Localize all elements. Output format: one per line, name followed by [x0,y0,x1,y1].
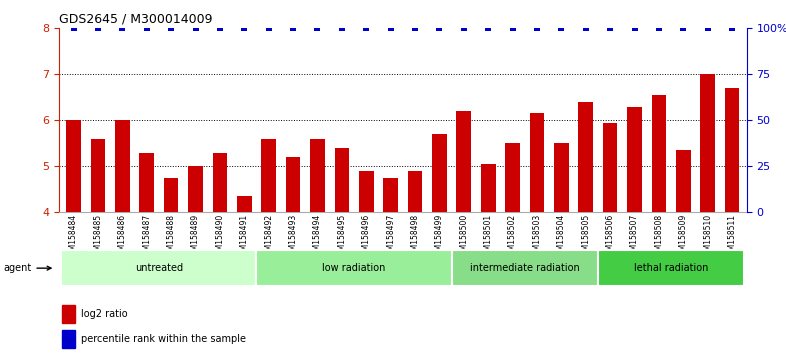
Point [457,25,470,31]
Point [141,25,153,31]
Bar [139,153,154,212]
Point [531,25,543,31]
Bar [384,178,398,212]
Bar [408,171,422,212]
Text: log2 ratio: log2 ratio [81,309,127,319]
Point [506,25,519,31]
Bar [359,171,373,212]
Bar [676,150,691,212]
Point [68,25,80,31]
Bar [452,250,598,286]
Text: GDS2645 / M300014009: GDS2645 / M300014009 [59,13,212,26]
Bar [627,107,642,212]
Bar [700,74,715,212]
Bar [90,139,105,212]
Bar [115,120,130,212]
Point [652,25,665,31]
Text: percentile rank within the sample: percentile rank within the sample [81,334,246,344]
Bar [61,250,256,286]
Point [555,25,567,31]
Bar [432,134,446,212]
Bar [62,330,75,348]
Point [604,25,616,31]
Bar [578,102,593,212]
Bar [66,120,81,212]
Point [238,25,251,31]
Bar [652,95,667,212]
Bar [212,153,227,212]
Bar [530,113,544,212]
Bar [237,196,252,212]
Bar [598,250,744,286]
Bar [554,143,568,212]
Point [336,25,348,31]
Point [409,25,421,31]
Point [384,25,397,31]
Bar [335,148,349,212]
Point [116,25,129,31]
Point [433,25,446,31]
Bar [262,139,276,212]
Bar [603,123,618,212]
Text: untreated: untreated [135,263,183,273]
Bar [62,305,75,323]
Point [311,25,324,31]
Text: agent: agent [3,263,51,273]
Point [263,25,275,31]
Text: intermediate radiation: intermediate radiation [470,263,579,273]
Bar [310,139,325,212]
Point [92,25,105,31]
Point [579,25,592,31]
Point [628,25,641,31]
Bar [286,157,300,212]
Text: lethal radiation: lethal radiation [634,263,708,273]
Text: low radiation: low radiation [322,263,386,273]
Point [725,25,738,31]
Bar [188,166,203,212]
Point [701,25,714,31]
Point [189,25,202,31]
Bar [256,250,452,286]
Bar [481,164,495,212]
Point [214,25,226,31]
Point [360,25,373,31]
Bar [725,88,740,212]
Bar [163,178,178,212]
Bar [457,111,471,212]
Point [287,25,299,31]
Point [677,25,689,31]
Point [482,25,494,31]
Point [165,25,178,31]
Bar [505,143,520,212]
